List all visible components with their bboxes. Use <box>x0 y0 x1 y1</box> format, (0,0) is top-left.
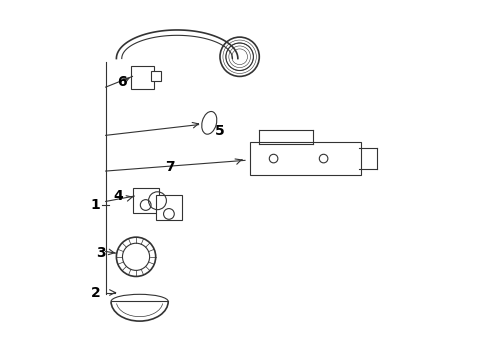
FancyBboxPatch shape <box>250 143 361 175</box>
FancyBboxPatch shape <box>133 188 159 213</box>
Text: 7: 7 <box>165 161 175 175</box>
Text: 1: 1 <box>91 198 100 212</box>
Text: 2: 2 <box>91 285 100 300</box>
Text: 5: 5 <box>215 124 225 138</box>
FancyBboxPatch shape <box>131 66 154 89</box>
Text: 3: 3 <box>97 246 106 260</box>
FancyBboxPatch shape <box>151 71 161 81</box>
Text: 6: 6 <box>117 75 126 89</box>
Text: 4: 4 <box>113 189 123 203</box>
Ellipse shape <box>202 112 217 134</box>
FancyBboxPatch shape <box>156 195 182 220</box>
